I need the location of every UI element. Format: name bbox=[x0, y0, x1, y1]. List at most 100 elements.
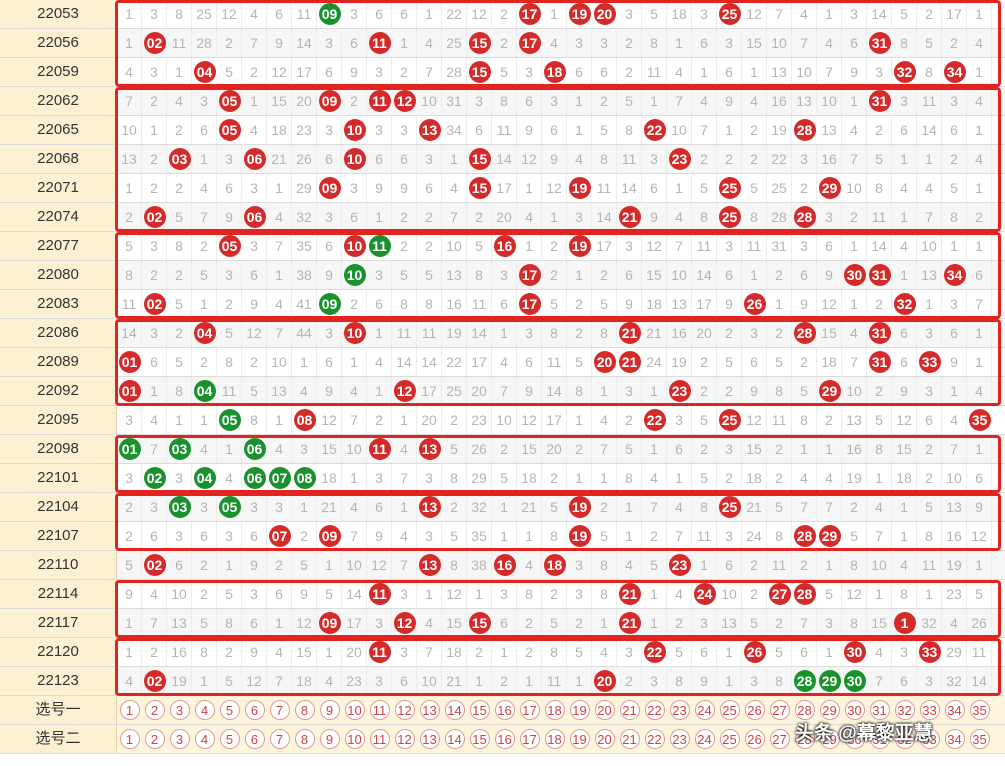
pick-number-button[interactable]: 5 bbox=[219, 700, 240, 720]
miss-count-cell: 2 bbox=[617, 58, 642, 86]
miss-count-cell: 3 bbox=[142, 493, 167, 521]
pick-number-button[interactable]: 15 bbox=[469, 700, 490, 720]
pick-number-button[interactable]: 12 bbox=[394, 729, 415, 749]
miss-count-cell: 2 bbox=[767, 261, 792, 289]
pick-number-button[interactable]: 35 bbox=[969, 729, 990, 749]
pick-number-button[interactable]: 2 bbox=[144, 729, 165, 749]
pick-number-button[interactable]: 27 bbox=[769, 729, 790, 749]
miss-count-cell: 3 bbox=[167, 522, 192, 550]
pick-number-button[interactable]: 11 bbox=[369, 700, 390, 720]
pick-number-button[interactable]: 31 bbox=[869, 729, 890, 749]
pick-number-button[interactable]: 30 bbox=[844, 729, 865, 749]
miss-count-cell: 19 bbox=[167, 667, 192, 695]
pick-number-button[interactable]: 30 bbox=[844, 700, 865, 720]
miss-count-cell: 4 bbox=[267, 290, 292, 318]
pick-number-button[interactable]: 24 bbox=[694, 700, 715, 720]
pick-number-button[interactable]: 6 bbox=[244, 729, 265, 749]
drawn-number-ball: 28 bbox=[793, 119, 816, 141]
pick-number-button[interactable]: 26 bbox=[744, 700, 765, 720]
pick-number-button[interactable]: 10 bbox=[344, 700, 365, 720]
drawn-number-ball: 05 bbox=[218, 235, 241, 257]
pick-number-button[interactable]: 11 bbox=[369, 729, 390, 749]
pick-number-button[interactable]: 29 bbox=[819, 729, 840, 749]
miss-count-cell: 1 bbox=[817, 638, 842, 666]
miss-count-cell: 5 bbox=[867, 406, 892, 434]
pick-number-button[interactable]: 14 bbox=[444, 700, 465, 720]
pick-number-button[interactable]: 10 bbox=[344, 729, 365, 749]
pick-number-button[interactable]: 27 bbox=[769, 700, 790, 720]
watermark: 头条 @幕黎亚慧 bbox=[795, 723, 933, 744]
miss-count-cell: 9 bbox=[742, 377, 767, 405]
pick-number-button[interactable]: 23 bbox=[669, 729, 690, 749]
pick-number-button[interactable]: 23 bbox=[669, 700, 690, 720]
pick-number-button[interactable]: 22 bbox=[644, 700, 665, 720]
pick-number-button[interactable]: 3 bbox=[169, 729, 190, 749]
miss-count-cell: 8 bbox=[592, 319, 617, 347]
miss-count-cell: 10 bbox=[842, 174, 867, 202]
pick-number-button[interactable]: 1 bbox=[119, 729, 140, 749]
pick-number-button[interactable]: 16 bbox=[494, 729, 515, 749]
pick-number-button[interactable]: 34 bbox=[944, 700, 965, 720]
pick-number-button[interactable]: 26 bbox=[744, 729, 765, 749]
pick-number-button[interactable]: 32 bbox=[894, 729, 915, 749]
miss-count-cell: 2 bbox=[417, 203, 442, 231]
pick-number-button[interactable]: 21 bbox=[619, 700, 640, 720]
pick-number-button[interactable]: 17 bbox=[519, 729, 540, 749]
pick-number-button[interactable]: 20 bbox=[594, 729, 615, 749]
pick-number-button[interactable]: 34 bbox=[944, 729, 965, 749]
miss-count-cell: 14 bbox=[917, 116, 942, 144]
pick-number-button[interactable]: 35 bbox=[969, 700, 990, 720]
pick-number-button[interactable]: 32 bbox=[894, 700, 915, 720]
miss-count-cell: 32 bbox=[942, 667, 967, 695]
pick-number-button[interactable]: 19 bbox=[569, 729, 590, 749]
pick-number-button[interactable]: 16 bbox=[494, 700, 515, 720]
pick-number-button[interactable]: 2 bbox=[144, 700, 165, 720]
pick-number-button[interactable]: 22 bbox=[644, 729, 665, 749]
pick-number-button[interactable]: 14 bbox=[444, 729, 465, 749]
pick-number-button[interactable]: 7 bbox=[269, 729, 290, 749]
pick-number-button[interactable]: 28 bbox=[794, 700, 815, 720]
pick-number-button[interactable]: 25 bbox=[719, 700, 740, 720]
pick-number-button[interactable]: 21 bbox=[619, 729, 640, 749]
miss-count-cell: 1 bbox=[892, 493, 917, 521]
pick-number-button[interactable]: 17 bbox=[519, 700, 540, 720]
pick-number-button[interactable]: 9 bbox=[319, 700, 340, 720]
pick-number-button[interactable]: 20 bbox=[594, 700, 615, 720]
miss-count-cell: 1 bbox=[667, 29, 692, 57]
pick-number-button[interactable]: 24 bbox=[694, 729, 715, 749]
pick-number-button[interactable]: 18 bbox=[544, 700, 565, 720]
miss-count-cell: 5 bbox=[442, 435, 467, 463]
drawn-number-ball: 10 bbox=[343, 235, 366, 257]
miss-count-cell: 24 bbox=[742, 522, 767, 550]
pick-number-button[interactable]: 18 bbox=[544, 729, 565, 749]
pick-number-button[interactable]: 6 bbox=[244, 700, 265, 720]
pick-number-button[interactable]: 29 bbox=[819, 700, 840, 720]
pick-number-button[interactable]: 5 bbox=[219, 729, 240, 749]
pick-number-button[interactable]: 13 bbox=[419, 700, 440, 720]
pick-number-button[interactable]: 4 bbox=[194, 700, 215, 720]
miss-count-cell: 9 bbox=[967, 493, 992, 521]
pick-number-button[interactable]: 33 bbox=[919, 700, 940, 720]
pick-number-button[interactable]: 19 bbox=[569, 700, 590, 720]
drawn-number-ball: 22 bbox=[643, 409, 666, 431]
pick-number-button[interactable]: 15 bbox=[469, 729, 490, 749]
drawn-number-ball: 11 bbox=[368, 641, 391, 663]
pick-number-button[interactable]: 1 bbox=[119, 700, 140, 720]
pick-number-button[interactable]: 8 bbox=[294, 700, 315, 720]
miss-count-cell: 7 bbox=[242, 29, 267, 57]
miss-count-cell: 1 bbox=[967, 551, 992, 579]
pick-number-button[interactable]: 8 bbox=[294, 729, 315, 749]
miss-count-cell: 9 bbox=[842, 58, 867, 86]
pick-number-button[interactable]: 9 bbox=[319, 729, 340, 749]
pick-number-button[interactable]: 12 bbox=[394, 700, 415, 720]
pick-number-button[interactable]: 3 bbox=[169, 700, 190, 720]
pick-number-button[interactable]: 33 bbox=[919, 729, 940, 749]
pick-number-button[interactable]: 7 bbox=[269, 700, 290, 720]
pick-number-button[interactable]: 4 bbox=[194, 729, 215, 749]
drawn-number-ball: 17 bbox=[518, 293, 541, 315]
miss-count-cell: 15 bbox=[892, 435, 917, 463]
pick-number-button[interactable]: 31 bbox=[869, 700, 890, 720]
pick-number-button[interactable]: 25 bbox=[719, 729, 740, 749]
pick-number-button[interactable]: 28 bbox=[794, 729, 815, 749]
pick-number-button[interactable]: 13 bbox=[419, 729, 440, 749]
